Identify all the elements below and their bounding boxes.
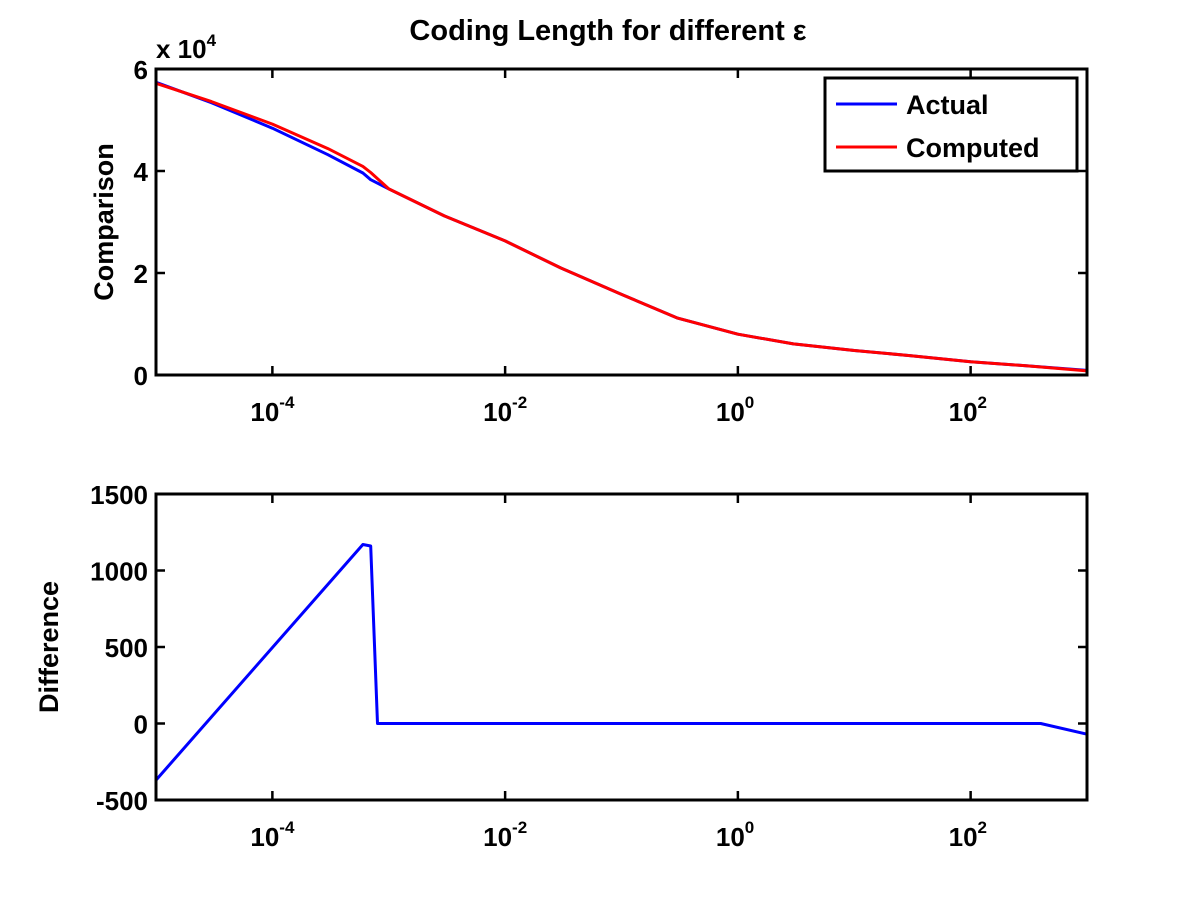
difference-panel: Difference 10-4 10-2 100 102 -500 0 500 1000 150… xyxy=(34,480,1089,852)
x-tick-label: 102 xyxy=(949,818,987,852)
x-tick-label: 102 xyxy=(949,393,987,427)
y-tick-label: 1500 xyxy=(90,480,148,510)
y-tick-label: 500 xyxy=(105,633,148,663)
tick-group: 10-4 10-2 100 102 -500 0 500 1000 1500 xyxy=(90,480,1087,852)
y-axis-label-difference: Difference xyxy=(34,581,64,713)
y-tick-label: 2 xyxy=(134,259,148,289)
y-multiplier-label: x 104 xyxy=(156,31,217,64)
comparison-panel: Coding Length for different ε Comparison… xyxy=(89,15,1089,427)
y-tick-label: -500 xyxy=(96,786,148,816)
legend-label-actual: Actual xyxy=(906,90,989,120)
x-tick-label: 10-2 xyxy=(483,818,527,852)
x-tick-label: 10-4 xyxy=(250,393,295,427)
chart-title: Coding Length for different ε xyxy=(409,15,806,47)
series-line-computed xyxy=(155,81,1088,373)
y-tick-label: 0 xyxy=(134,710,148,740)
x-tick-label: 100 xyxy=(716,393,754,427)
x-tick-label: 100 xyxy=(716,818,754,852)
tick-group: 10-4 10-2 100 102 0 2 4 6 xyxy=(134,55,1087,427)
y-tick-label: 4 xyxy=(134,157,149,187)
legend-label-computed: Computed xyxy=(906,133,1039,163)
x-tick-label: 10-2 xyxy=(483,393,527,427)
plot-area-frame xyxy=(154,67,1089,377)
y-tick-label: 0 xyxy=(134,361,148,391)
legend: Actual Computed xyxy=(823,76,1079,173)
plot-area-frame xyxy=(154,492,1089,802)
y-tick-label: 6 xyxy=(134,55,148,85)
legend-box xyxy=(823,76,1079,173)
series-group xyxy=(155,80,1088,373)
series-group xyxy=(154,543,1088,782)
y-tick-label: 1000 xyxy=(90,557,148,587)
y-axis-label-comparison: Comparison xyxy=(89,143,119,301)
x-tick-label: 10-4 xyxy=(250,818,295,852)
series-line-difference xyxy=(154,543,1088,782)
